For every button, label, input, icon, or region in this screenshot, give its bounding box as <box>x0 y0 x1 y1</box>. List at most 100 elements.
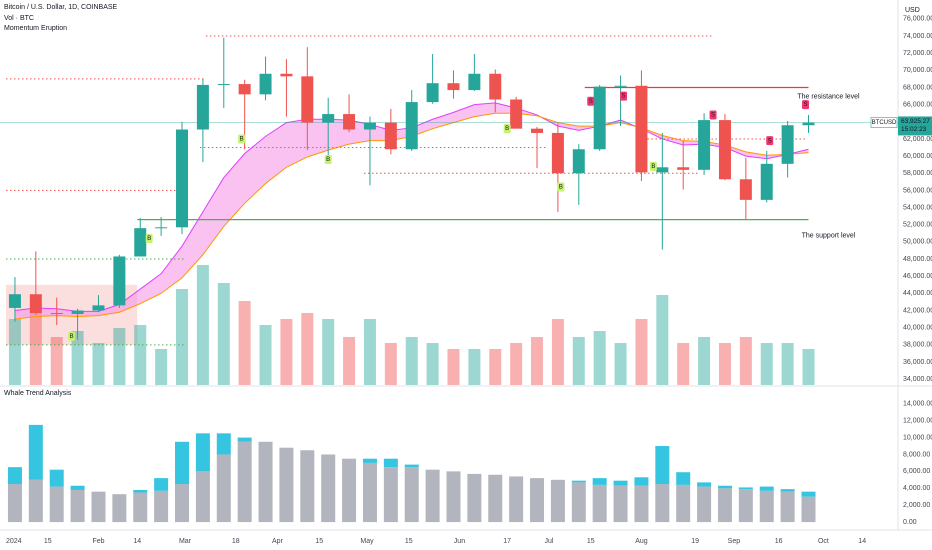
y-tick-label: 72,000.00 <box>903 50 932 57</box>
whale-bar <box>697 486 712 523</box>
whale-bar <box>425 469 440 523</box>
whale-bar <box>717 488 732 523</box>
volume-bar <box>134 325 147 385</box>
whale-bar <box>446 471 461 523</box>
x-tick-label: 15 <box>44 538 52 545</box>
candle-body <box>531 128 544 133</box>
price-label: 63,925.27 <box>901 118 930 125</box>
candle-body <box>698 120 711 170</box>
y-tick-label: 54,000.00 <box>903 204 932 211</box>
candle-body <box>196 84 209 130</box>
signal-label: B <box>240 137 244 143</box>
candle-body <box>155 227 168 229</box>
candle-body <box>322 114 335 123</box>
whale-bar <box>571 480 586 483</box>
volume-bar <box>802 349 815 385</box>
volume-bar <box>489 349 502 385</box>
volume-bar <box>593 331 606 385</box>
signal-label: B <box>559 185 563 191</box>
signal-box <box>503 124 511 134</box>
whale-bar <box>634 485 649 523</box>
whale-bar <box>676 472 691 485</box>
volume-bar <box>176 289 189 385</box>
x-tick-label: 15 <box>405 538 413 545</box>
whale-bar <box>7 467 22 485</box>
y-tick-label: 0.00 <box>903 519 917 526</box>
whale-bar <box>362 462 377 523</box>
signal-label: S <box>711 113 715 119</box>
candle-body <box>280 73 293 77</box>
whale-bar <box>175 441 190 485</box>
y-tick-label: 48,000.00 <box>903 256 932 263</box>
volume-bar <box>698 337 711 385</box>
candle-body <box>739 179 752 200</box>
level-label: The resistance level <box>797 93 860 100</box>
volume-bar <box>322 319 335 385</box>
whale-bar <box>216 433 231 455</box>
volume-bar <box>50 337 63 385</box>
x-tick-label: 14 <box>133 538 141 545</box>
x-tick-label: Oct <box>818 538 829 545</box>
currency-label: USD <box>905 7 920 14</box>
whale-bar <box>91 491 106 523</box>
signal-label: B <box>147 236 151 242</box>
x-tick-label: Sep <box>728 538 741 545</box>
whale-bar <box>780 491 795 523</box>
y-tick-label: 52,000.00 <box>903 222 932 229</box>
candle-body <box>760 163 773 200</box>
candle-body <box>259 73 272 95</box>
whale-bar <box>530 478 545 523</box>
candle-body <box>468 73 481 91</box>
candle-body <box>614 85 627 87</box>
symbol-label: BTCUSD <box>872 120 897 126</box>
y-tick-label: 8,000.00 <box>903 451 930 458</box>
whale-bar <box>154 490 169 523</box>
whale-bar <box>738 489 753 523</box>
x-tick-label: May <box>360 538 374 545</box>
chart-title: Bitcoin / U.S. Dollar, 1D, COINBASE <box>4 4 118 11</box>
volume-bar <box>363 319 376 385</box>
volume-bar <box>551 319 564 385</box>
candle-body <box>572 149 585 174</box>
candle-body <box>718 120 731 180</box>
candle-body <box>426 83 439 103</box>
symbol-box <box>870 117 898 128</box>
y-tick-label: 76,000.00 <box>903 16 932 23</box>
axis-labels: 34,000.00 36,000.00 38,000.00 40,000.00 42,0… <box>6 16 932 545</box>
candle-body <box>635 85 648 173</box>
signal-label: B <box>651 164 655 170</box>
whale-bar <box>509 476 524 523</box>
x-tick-label: Feb <box>92 538 104 545</box>
y-tick-label: 68,000.00 <box>903 84 932 91</box>
x-tick-label: 14 <box>858 538 866 545</box>
volume-bar <box>238 301 251 385</box>
whale-bar <box>697 482 712 487</box>
whale-bar <box>571 482 586 523</box>
volume-bar <box>447 349 460 385</box>
y-tick-label: 60,000.00 <box>903 153 932 160</box>
x-tick-label: 16 <box>775 538 783 545</box>
whale-bar <box>133 489 148 493</box>
whale-bar <box>780 489 795 492</box>
signal-label: B <box>70 334 74 340</box>
whale-bar <box>404 467 419 523</box>
whale-bar <box>488 474 503 523</box>
candle-body <box>238 84 251 95</box>
candle-body <box>677 167 690 170</box>
y-tick-label: 44,000.00 <box>903 290 932 297</box>
x-tick-label: 18 <box>232 538 240 545</box>
candle-body <box>301 76 314 123</box>
candle-body <box>489 73 502 100</box>
y-tick-label: 74,000.00 <box>903 33 932 40</box>
y-tick-label: 34,000.00 <box>903 376 932 383</box>
price-label-box <box>898 116 932 136</box>
whale-bar <box>592 478 607 485</box>
x-tick-label: Jun <box>454 538 465 545</box>
whale-bar <box>49 469 64 487</box>
signal-label: S <box>589 99 593 105</box>
volume-bar <box>343 337 356 385</box>
y-tick-label: 14,000.00 <box>903 401 932 408</box>
whale-bar <box>133 492 148 523</box>
whale-bar <box>717 485 732 489</box>
